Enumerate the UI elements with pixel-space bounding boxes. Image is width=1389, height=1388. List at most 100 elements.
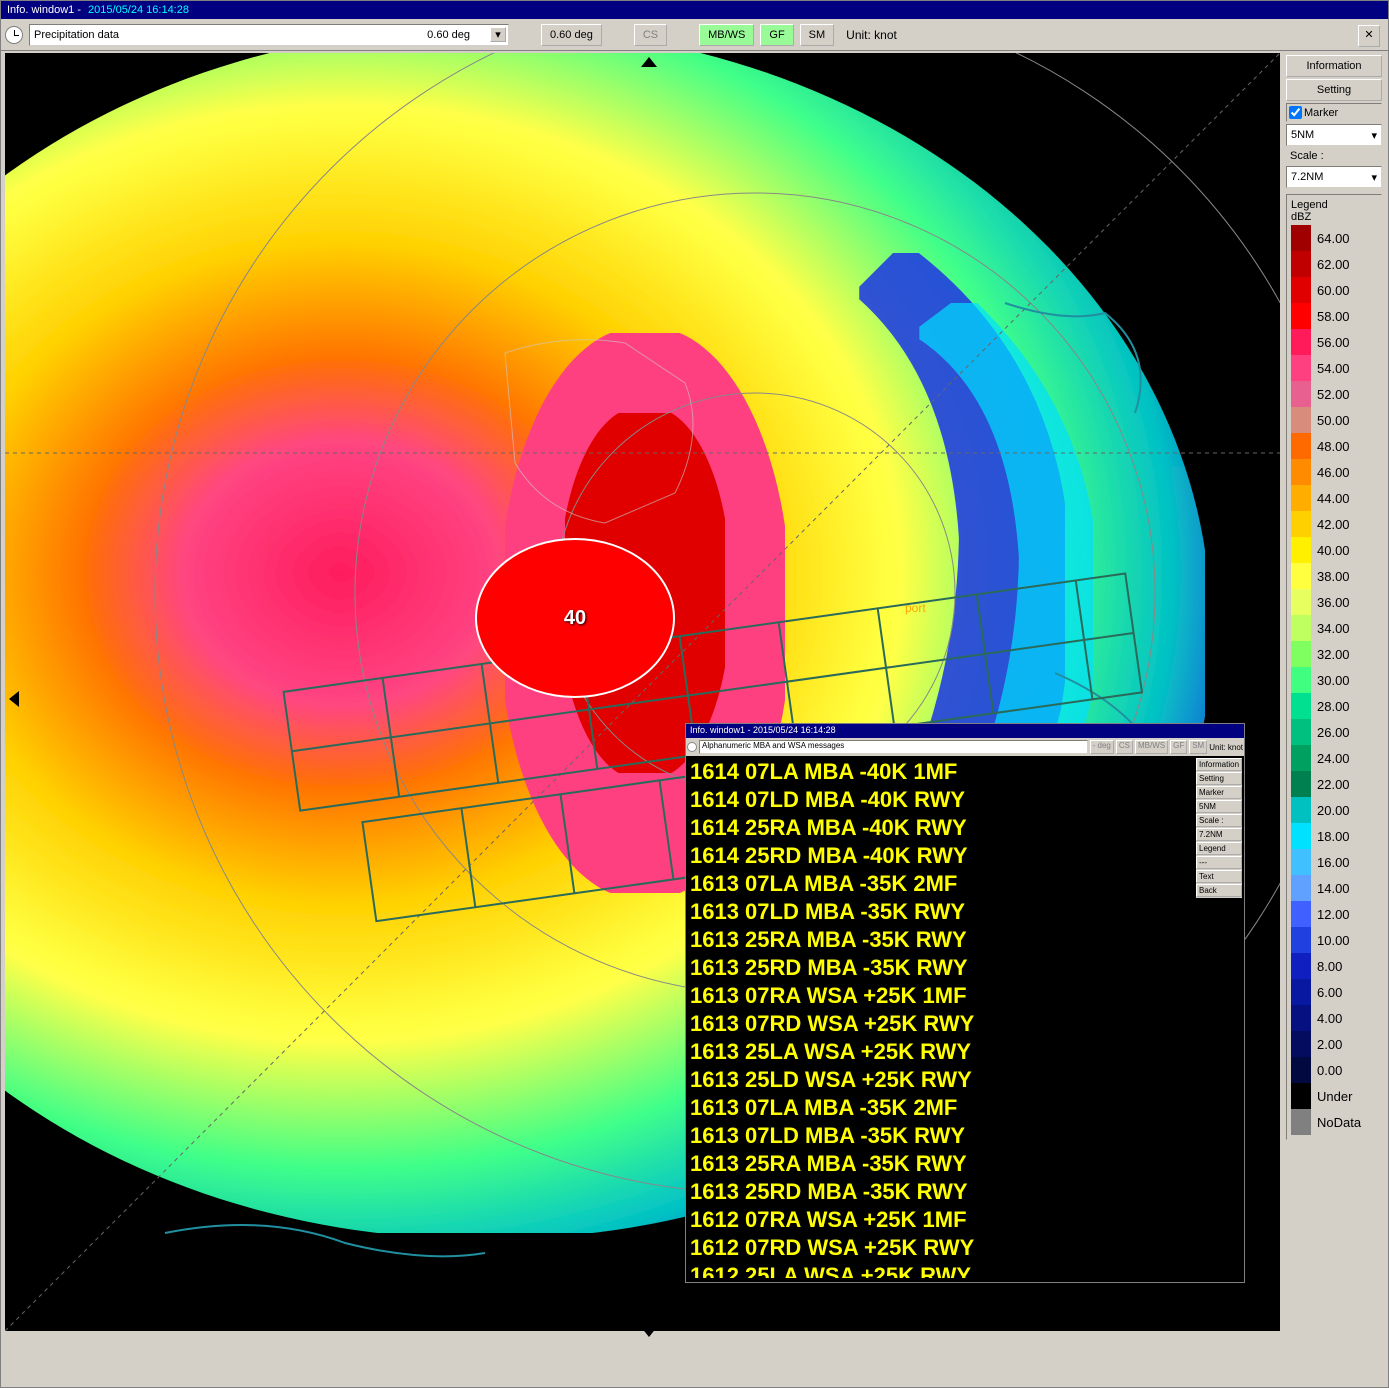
- information-button[interactable]: Information: [1286, 55, 1382, 77]
- legend-value: 8.00: [1311, 959, 1342, 974]
- scale-combo[interactable]: 7.2NM ▾: [1286, 166, 1382, 188]
- inset-side-button[interactable]: Scale :: [1196, 814, 1242, 827]
- message-line: 1614 07LD MBA -40K RWY: [690, 786, 1192, 814]
- inset-mbws-button[interactable]: MB/WS: [1135, 740, 1168, 754]
- scroll-left-icon[interactable]: [9, 691, 19, 707]
- legend-swatch: [1291, 589, 1311, 615]
- clock-icon[interactable]: [687, 742, 697, 752]
- legend-row: 16.00: [1291, 849, 1377, 875]
- legend-row: 4.00: [1291, 1005, 1377, 1031]
- legend-row: 24.00: [1291, 745, 1377, 771]
- marker-range-combo[interactable]: 5NM ▾: [1286, 124, 1382, 146]
- legend-swatch: [1291, 667, 1311, 693]
- sm-button[interactable]: SM: [800, 24, 835, 46]
- message-line: 1612 07RA WSA +25K 1MF: [690, 1206, 1192, 1234]
- message-line: 1613 25RD MBA -35K RWY: [690, 1178, 1192, 1206]
- window-title: Info. window1: [7, 4, 74, 16]
- clock-icon[interactable]: [5, 26, 23, 44]
- legend-value: 24.00: [1311, 751, 1350, 766]
- legend-row: 64.00: [1291, 225, 1377, 251]
- inset-side-button[interactable]: 7.2NM: [1196, 828, 1242, 841]
- legend-value: 16.00: [1311, 855, 1350, 870]
- legend-row: 22.00: [1291, 771, 1377, 797]
- marker-checkbox[interactable]: [1289, 106, 1302, 119]
- legend-value: 34.00: [1311, 621, 1350, 636]
- inset-side-button[interactable]: Marker: [1196, 786, 1242, 799]
- legend-swatch: [1291, 953, 1311, 979]
- message-line: 1613 25LA WSA +25K RWY: [690, 1038, 1192, 1066]
- message-line: 1613 07LA MBA -35K 2MF: [690, 870, 1192, 898]
- legend-swatch: [1291, 303, 1311, 329]
- data-type-combo[interactable]: Precipitation data 0.60 deg ▾: [29, 24, 509, 46]
- legend-row: 40.00: [1291, 537, 1377, 563]
- chevron-down-icon[interactable]: ▾: [490, 27, 506, 42]
- inset-deg-button[interactable]: - deg: [1090, 740, 1114, 754]
- close-button[interactable]: ✕: [1358, 25, 1380, 47]
- mbws-button[interactable]: MB/WS: [699, 24, 754, 46]
- legend-swatch: [1291, 745, 1311, 771]
- legend-value: 4.00: [1311, 1011, 1342, 1026]
- message-line: 1613 07LA MBA -35K 2MF: [690, 1094, 1192, 1122]
- legend-value: 62.00: [1311, 257, 1350, 272]
- message-window: Info. window1 - 2015/05/24 16:14:28 Alph…: [685, 723, 1245, 1283]
- cs-button[interactable]: CS: [634, 24, 667, 46]
- legend-swatch: [1291, 407, 1311, 433]
- storm-cell: 40: [475, 538, 675, 698]
- inset-gf-button[interactable]: GF: [1170, 740, 1187, 754]
- message-list: 1614 07LA MBA -40K 1MF1614 07LD MBA -40K…: [690, 758, 1192, 1278]
- legend-row: 36.00: [1291, 589, 1377, 615]
- chevron-down-icon[interactable]: ▾: [1371, 171, 1377, 184]
- inset-side-button[interactable]: Setting: [1196, 772, 1242, 785]
- legend-swatch: [1291, 641, 1311, 667]
- data-type-value: Precipitation data: [34, 29, 119, 41]
- legend-box: Legend dBZ 64.0062.0060.0058.0056.0054.0…: [1286, 194, 1382, 1140]
- radar-display[interactable]: 40 port Info. window1 - 2015/05/24 16:14…: [5, 53, 1280, 1331]
- legend-value: 44.00: [1311, 491, 1350, 506]
- elevation-button[interactable]: 0.60 deg: [541, 24, 602, 46]
- legend-row: 46.00: [1291, 459, 1377, 485]
- unit-label: Unit: knot: [840, 28, 897, 42]
- setting-button[interactable]: Setting: [1286, 79, 1382, 101]
- inset-side-panel: InformationSettingMarker5NMScale :7.2NML…: [1196, 758, 1242, 898]
- legend-swatch: [1291, 563, 1311, 589]
- scale-value: 7.2NM: [1291, 171, 1323, 183]
- legend-swatch: [1291, 927, 1311, 953]
- inset-side-button[interactable]: ---: [1196, 856, 1242, 869]
- inset-side-button[interactable]: Legend: [1196, 842, 1242, 855]
- legend-row: 44.00: [1291, 485, 1377, 511]
- airport-label: port: [905, 601, 926, 615]
- legend-swatch: [1291, 225, 1311, 251]
- chevron-down-icon[interactable]: ▾: [1371, 129, 1377, 142]
- legend-row: 38.00: [1291, 563, 1377, 589]
- inset-side-button[interactable]: Back: [1196, 884, 1242, 897]
- legend-row: 14.00: [1291, 875, 1377, 901]
- inset-side-button[interactable]: Information: [1196, 758, 1242, 771]
- legend-swatch: [1291, 823, 1311, 849]
- legend-row: 6.00: [1291, 979, 1377, 1005]
- legend-row: 10.00: [1291, 927, 1377, 953]
- inset-toolbar: Alphanumeric MBA and WSA messages - deg …: [686, 738, 1244, 756]
- gf-button[interactable]: GF: [760, 24, 793, 46]
- inset-side-button[interactable]: 5NM: [1196, 800, 1242, 813]
- scroll-down-icon[interactable]: [641, 1327, 657, 1337]
- inset-sm-button[interactable]: SM: [1189, 740, 1207, 754]
- legend-swatch: [1291, 537, 1311, 563]
- legend-value: 2.00: [1311, 1037, 1342, 1052]
- inset-side-button[interactable]: Text: [1196, 870, 1242, 883]
- scroll-up-icon[interactable]: [641, 57, 657, 67]
- inset-cs-button[interactable]: CS: [1116, 740, 1133, 754]
- legend-value: 10.00: [1311, 933, 1350, 948]
- legend-row: NoData: [1291, 1109, 1377, 1135]
- legend-swatch: [1291, 693, 1311, 719]
- message-line: 1613 07LD MBA -35K RWY: [690, 898, 1192, 926]
- legend-row: 56.00: [1291, 329, 1377, 355]
- legend-value: 0.00: [1311, 1063, 1342, 1078]
- inset-combo[interactable]: Alphanumeric MBA and WSA messages: [699, 740, 1088, 754]
- scroll-right-icon[interactable]: [1268, 691, 1278, 707]
- legend-value: 12.00: [1311, 907, 1350, 922]
- legend-value: NoData: [1311, 1115, 1361, 1130]
- legend-value: 42.00: [1311, 517, 1350, 532]
- legend-value: 40.00: [1311, 543, 1350, 558]
- legend-swatch: [1291, 459, 1311, 485]
- storm-cell-value: 40: [564, 607, 586, 630]
